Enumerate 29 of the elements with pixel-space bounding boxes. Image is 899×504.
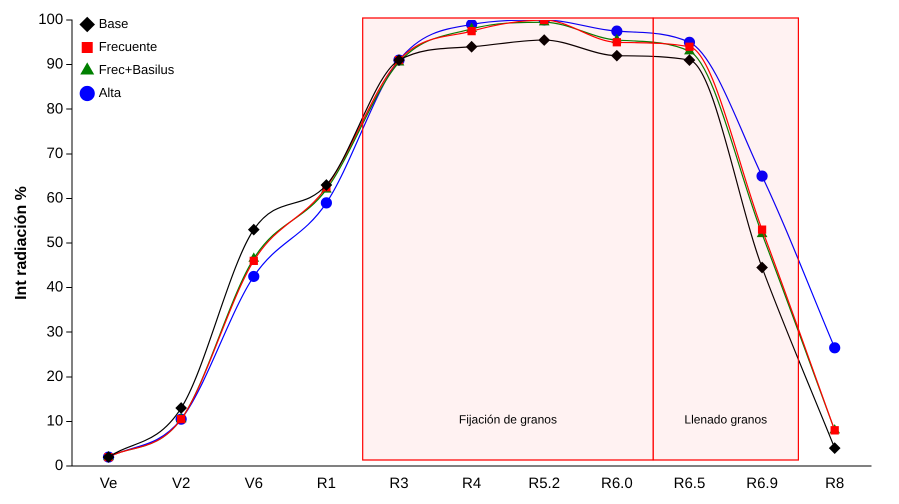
- x-tick-label: R8: [825, 475, 844, 492]
- y-tick-label: 40: [46, 278, 64, 296]
- legend-label: Frec+Basilus: [98, 62, 175, 78]
- x-tick-label: Ve: [100, 475, 118, 492]
- x-tick-label: R3: [389, 475, 409, 492]
- y-tick-label: 50: [46, 234, 64, 252]
- band-label: Fijación de granos: [458, 412, 557, 426]
- y-tick-label: 90: [46, 56, 64, 73]
- y-tick-label: 60: [46, 190, 64, 207]
- legend-label: Frecuente: [98, 39, 158, 54]
- y-tick-label: 0: [54, 457, 64, 474]
- x-tick-label: V2: [172, 475, 190, 492]
- x-tick-label: R4: [462, 475, 482, 492]
- y-tick-label: 80: [46, 100, 64, 118]
- y-tick-label: 10: [46, 412, 64, 430]
- x-tick-label: R1: [316, 475, 336, 492]
- x-tick-label: R6.5: [674, 475, 706, 492]
- x-tick-label: R6.0: [601, 475, 633, 492]
- band-label: Llenado granos: [684, 412, 768, 426]
- y-tick-label: 20: [46, 368, 64, 385]
- y-tick-label: 100: [38, 11, 64, 28]
- y-tick-label: 70: [46, 144, 64, 162]
- y-axis-title: Int radiación %: [13, 186, 30, 300]
- x-tick-label: R6.9: [746, 475, 778, 492]
- y-tick-label: 30: [46, 323, 64, 340]
- x-tick-label: V6: [244, 475, 263, 492]
- legend-label: Base: [98, 16, 128, 32]
- x-tick-label: R5.2: [528, 475, 560, 492]
- legend-label: Alta: [98, 85, 122, 100]
